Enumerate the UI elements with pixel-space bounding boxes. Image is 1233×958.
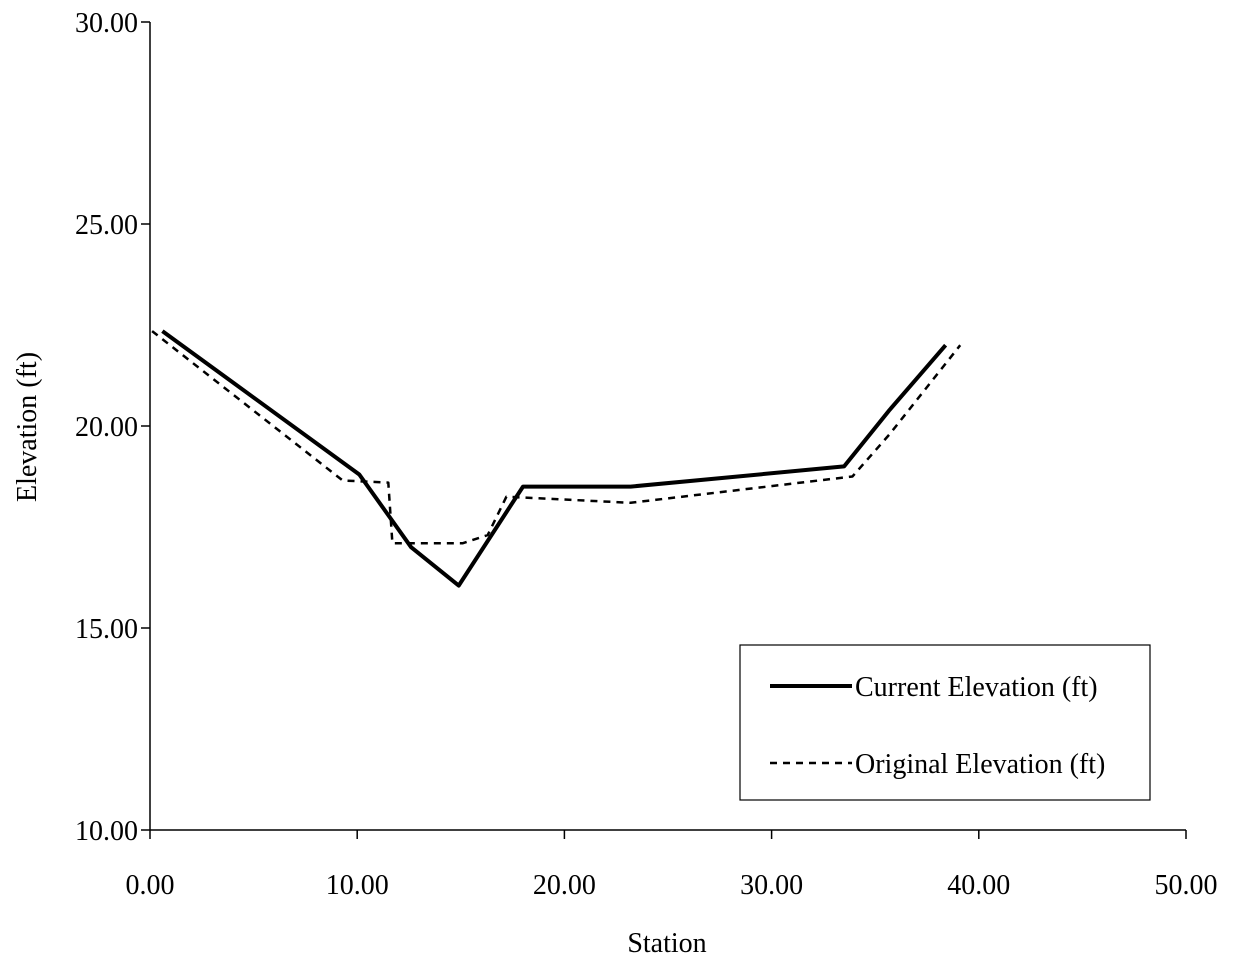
x-tick-label: 20.00 — [533, 870, 596, 901]
x-tick-label: 50.00 — [1155, 870, 1218, 901]
x-tick-label: 30.00 — [740, 870, 803, 901]
y-tick-label: 30.00 — [75, 8, 138, 39]
x-tick-label: 10.00 — [326, 870, 389, 901]
x-ticks: 0.00 10.00 20.00 30.00 40.00 50.00 — [126, 830, 1218, 901]
x-axis-title: Station — [627, 928, 706, 958]
y-tick-label: 20.00 — [75, 412, 138, 443]
series-line-original-elevation — [151, 330, 962, 545]
y-tick-label: 10.00 — [75, 816, 138, 847]
y-axis-title: Elevation (ft) — [12, 352, 43, 502]
legend-label-original: Original Elevation (ft) — [855, 749, 1105, 780]
x-tick-label: 0.00 — [126, 870, 175, 901]
y-ticks: 10.00 15.00 20.00 25.00 30.00 — [75, 8, 150, 847]
y-tick-label: 25.00 — [75, 210, 138, 241]
plot-area: 0.00 10.00 20.00 30.00 40.00 50.00 10.00 15.00… — [75, 8, 1218, 901]
legend-box — [739, 644, 1151, 801]
series-line-current-elevation — [161, 329, 948, 588]
legend: Current Elevation (ft) Original Elevatio… — [739, 644, 1151, 801]
x-tick-label: 40.00 — [947, 870, 1010, 901]
y-tick-label: 15.00 — [75, 614, 138, 645]
legend-label-current: Current Elevation (ft) — [855, 672, 1098, 703]
series-group — [151, 329, 962, 588]
